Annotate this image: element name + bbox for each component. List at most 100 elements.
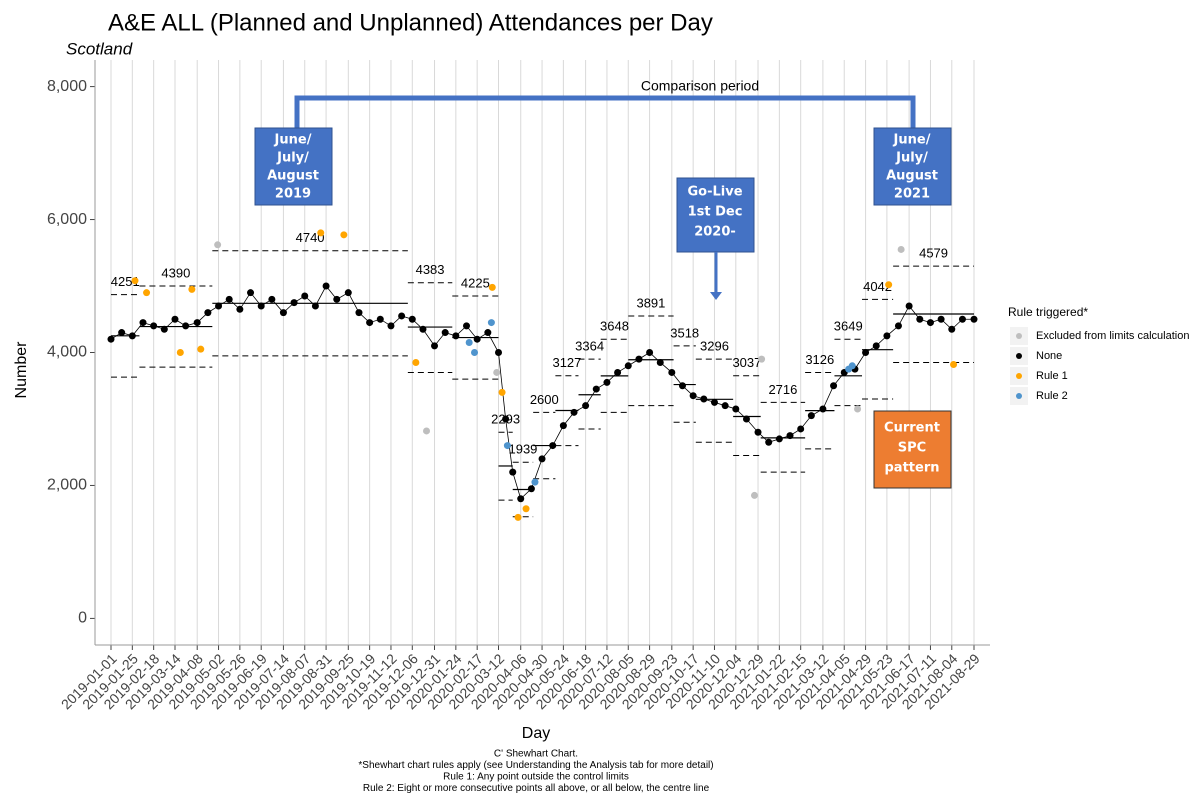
centre-label: 4579 — [919, 246, 948, 261]
point — [502, 415, 510, 423]
centre-label: 3648 — [600, 319, 629, 334]
point — [872, 342, 880, 350]
footnote: C' Shewhart Chart. — [494, 749, 578, 760]
box-golive — [676, 177, 755, 253]
point — [916, 315, 924, 323]
point — [646, 349, 654, 356]
point — [897, 245, 905, 253]
box-2021 — [873, 127, 952, 206]
point — [603, 378, 611, 386]
point — [950, 360, 958, 368]
legend-label: Rule 2 — [1036, 390, 1068, 402]
point — [656, 358, 664, 366]
point — [765, 438, 773, 446]
point — [624, 362, 632, 370]
point — [937, 315, 945, 323]
x-axis-label: Day — [522, 725, 550, 742]
annotation-text: June/ — [893, 133, 931, 148]
centre-label: 1939 — [508, 442, 537, 457]
point — [301, 292, 309, 300]
legend-marker — [1016, 393, 1022, 399]
centre-label: 3891 — [636, 295, 665, 310]
point — [527, 485, 535, 493]
annotation-text: August — [267, 169, 319, 184]
point — [463, 322, 471, 330]
point — [344, 289, 352, 297]
point — [531, 478, 539, 486]
annotation-text: July/ — [276, 151, 309, 166]
point — [366, 319, 374, 327]
point — [514, 513, 522, 521]
centre-label: 3296 — [700, 339, 729, 354]
point — [290, 299, 298, 307]
annotation-text: August — [886, 169, 938, 184]
point — [171, 315, 179, 323]
point — [487, 319, 495, 327]
centre-label: 4383 — [416, 262, 445, 277]
point — [197, 345, 205, 353]
point — [419, 325, 427, 333]
annotation-text: 2020- — [694, 225, 736, 240]
annotation-text: SPC — [898, 441, 926, 456]
y-tick-label: 8,000 — [47, 78, 87, 95]
point — [689, 392, 697, 400]
point — [635, 355, 643, 363]
y-tick-label: 2,000 — [47, 477, 87, 494]
point — [948, 325, 956, 333]
point — [340, 231, 348, 239]
point — [549, 442, 557, 450]
point — [678, 382, 686, 390]
point — [387, 322, 395, 330]
annotation-text: 2019 — [275, 187, 311, 202]
point — [958, 315, 966, 323]
point — [398, 312, 406, 320]
point — [668, 368, 676, 376]
point — [885, 281, 893, 289]
centre-label: 3127 — [552, 355, 581, 370]
point — [268, 295, 276, 303]
point — [160, 325, 168, 333]
point — [559, 422, 567, 430]
centre-label: 4740 — [296, 230, 325, 245]
point — [854, 405, 862, 413]
point — [215, 302, 223, 310]
point — [412, 358, 420, 366]
point — [225, 295, 233, 303]
point — [570, 408, 578, 416]
point — [700, 395, 708, 403]
point — [333, 295, 341, 303]
legend-label: Excluded from limits calculation — [1036, 330, 1189, 342]
point — [408, 315, 416, 323]
centre-label: 4042 — [863, 279, 892, 294]
point — [970, 315, 978, 323]
footnote: *Shewhart chart rules apply (see Underst… — [358, 760, 713, 771]
arrow-head — [710, 292, 722, 300]
footnote: Rule 2: Eight or more consecutive points… — [363, 783, 710, 794]
centre-label: 3126 — [805, 352, 834, 367]
subtitle: Scotland — [66, 39, 133, 58]
point — [311, 302, 319, 310]
point — [592, 385, 600, 393]
point — [355, 309, 363, 317]
point — [176, 349, 184, 356]
annotation-text: Current — [884, 421, 940, 436]
box-current — [873, 410, 952, 489]
point — [830, 382, 838, 390]
annotation-text: July/ — [895, 151, 928, 166]
point — [139, 319, 147, 327]
point — [431, 342, 439, 350]
annotation-text: pattern — [885, 461, 940, 476]
point — [775, 435, 783, 443]
point — [926, 319, 934, 327]
centre-label: 2716 — [768, 382, 797, 397]
y-tick-label: 6,000 — [47, 211, 87, 228]
y-tick-label: 4,000 — [47, 344, 87, 361]
point — [848, 362, 856, 370]
point — [488, 283, 496, 291]
point — [118, 329, 126, 337]
point — [493, 368, 501, 376]
point — [182, 322, 190, 330]
point — [862, 349, 870, 356]
point — [376, 315, 384, 323]
